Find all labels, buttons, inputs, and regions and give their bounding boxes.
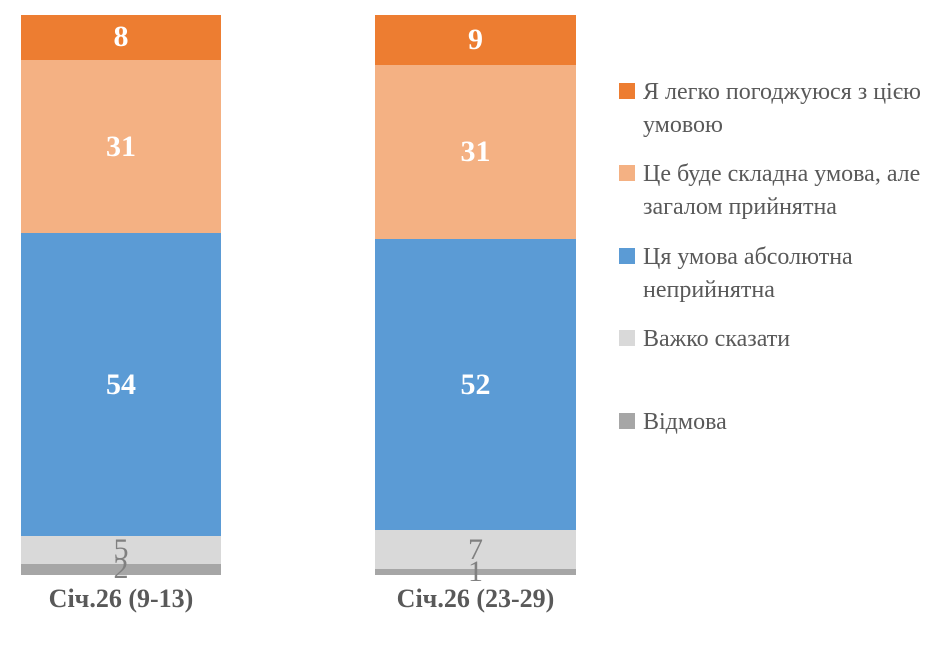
legend-label: Це буде складна умова, але загалом прийн… [643,161,921,220]
bar-segment: 31 [375,65,576,239]
bar-segment: 54 [21,233,221,536]
legend-swatch-icon [619,413,635,429]
bar-segment: 9 [375,15,576,66]
data-label: 54 [106,367,136,401]
legend-item: Ця умова абсолютна неприйнятна [619,241,949,307]
legend-item: Я легко погоджуюся з цією умовою [619,76,949,142]
bar-segment: 7 [375,530,576,570]
bar-segment: 8 [21,15,221,60]
data-label: 8 [113,20,129,54]
data-label: 52 [460,367,491,401]
data-label: 1 [468,555,483,589]
bar-segment: 52 [375,238,576,531]
data-label: 9 [468,23,483,57]
category-axis-label: Січ.26 (9-13) [48,584,194,613]
bar-column: 8 31 54 5 2 [21,15,221,584]
bar-column: 9 31 52 7 1 [375,15,576,587]
data-label: 7 [468,532,483,566]
legend-label: Важко сказати [643,326,791,352]
legend-swatch-icon [619,165,635,181]
data-label: 2 [113,552,129,586]
legend-swatch-icon [619,330,635,346]
legend-label: Ця умова абсолютна неприйнятна [643,244,853,303]
bar-segment: 2 [21,554,221,584]
bar-segment: 5 [21,532,221,566]
bar-segment: 1 [375,557,576,587]
data-label: 31 [460,135,491,169]
legend-swatch-icon [619,83,635,99]
legend-item: Відмова [619,406,949,439]
legend-swatch-icon [619,248,635,264]
legend-label: Відмова [643,409,727,435]
category-axis-label: Січ.26 (23-29) [396,584,555,613]
data-label: 5 [113,532,129,566]
bar-segment: 31 [21,59,221,234]
legend-label: Я легко погоджуюся з цією умовою [643,79,921,138]
data-label: 31 [106,129,136,163]
legend-item: Важко сказати [619,323,949,356]
legend-item: Це буде складна умова, але загалом прийн… [619,158,949,224]
